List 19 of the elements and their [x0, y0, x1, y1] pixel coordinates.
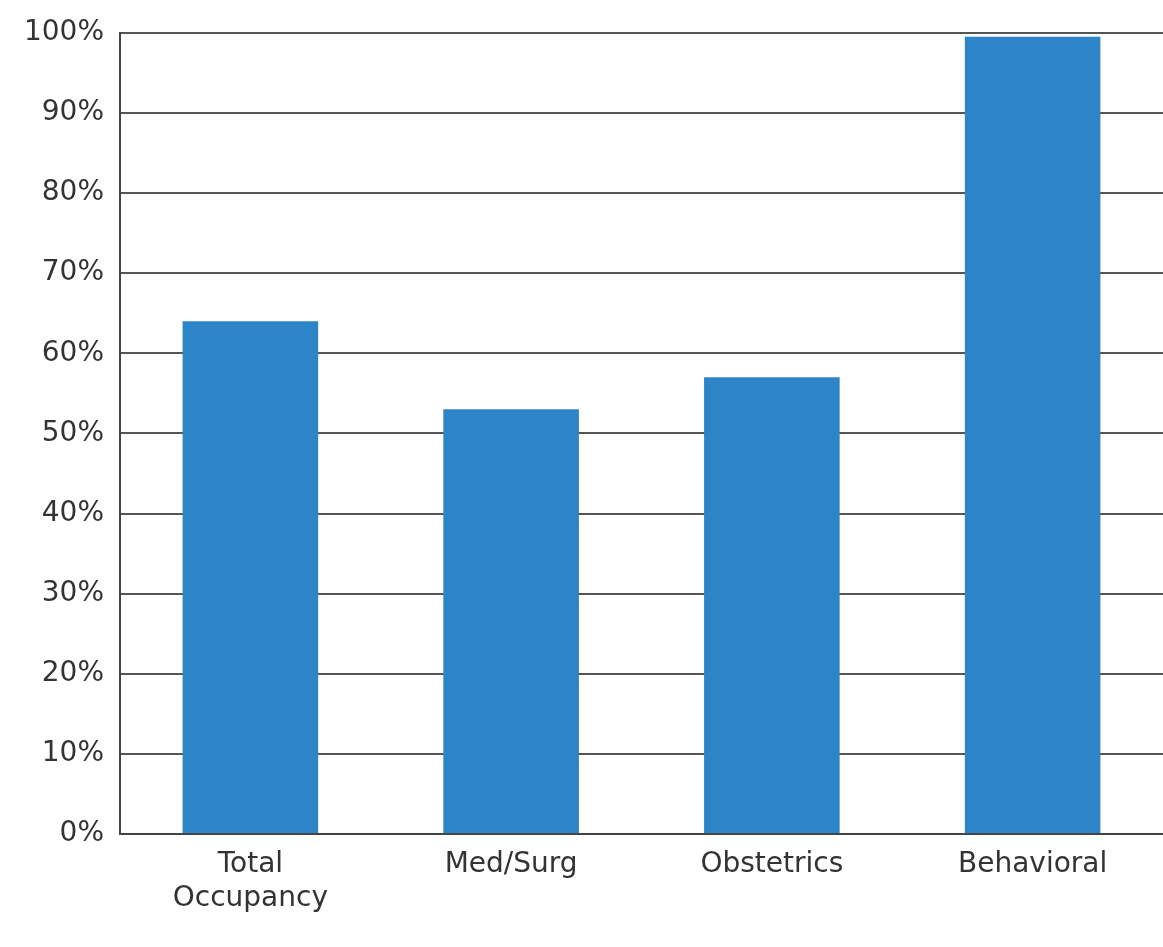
- bar: [182, 321, 319, 833]
- x-tick-label: Obstetrics: [700, 846, 844, 880]
- y-tick-label: 20%: [41, 655, 104, 689]
- y-tick-label: 10%: [41, 735, 104, 769]
- y-tick-label: 70%: [41, 254, 104, 288]
- y-tick-label: 80%: [41, 174, 104, 208]
- y-tick-label: 90%: [41, 94, 104, 128]
- x-tick-label: Total Occupancy: [172, 846, 328, 913]
- x-tick-label: Med/Surg: [444, 846, 578, 880]
- bar: [964, 36, 1101, 833]
- x-tick-label: Behavioral: [957, 846, 1108, 880]
- y-tick-label: 50%: [41, 414, 104, 448]
- bar: [443, 409, 579, 833]
- y-tick-label: 100%: [23, 14, 104, 48]
- y-tick-label: 60%: [41, 334, 104, 368]
- bar: [704, 377, 840, 833]
- y-tick-label: 40%: [41, 494, 104, 528]
- y-tick-label: 30%: [41, 574, 104, 608]
- y-tick-label: 0%: [59, 815, 104, 849]
